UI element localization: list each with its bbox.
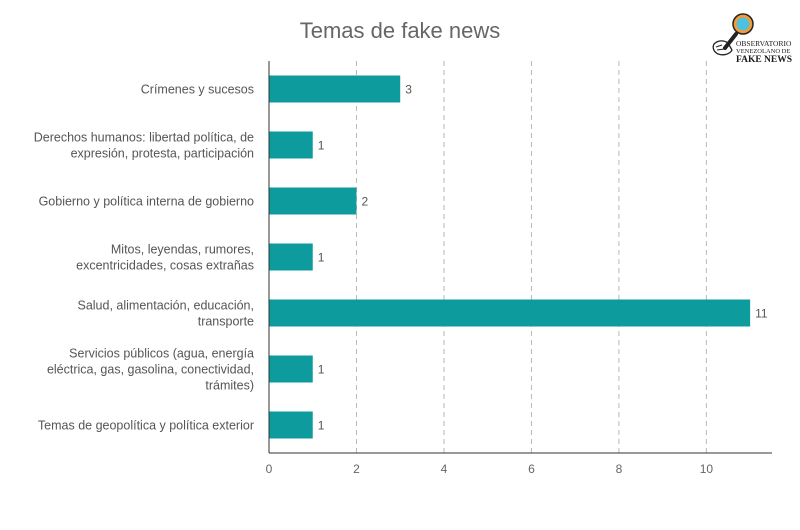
x-tick-label: 2 xyxy=(353,462,360,476)
data-label: 2 xyxy=(361,195,368,209)
category-label: Salud, alimentación, educación, transport… xyxy=(77,299,254,329)
category-label: Derechos humanos: libertad política, de e… xyxy=(34,131,254,161)
logo-line-3: FAKE NEWS xyxy=(736,55,792,65)
observatorio-logo: OBSERVATORIO VENEZOLANO DE FAKE NEWS xyxy=(712,13,792,65)
bar xyxy=(269,355,313,383)
bar xyxy=(269,411,313,439)
x-tick-labels: 0 2 4 6 8 10 xyxy=(266,462,714,476)
data-label: 1 xyxy=(318,139,325,153)
data-label: 1 xyxy=(318,419,325,433)
category-label-line: eléctrica, gas, gasolina, conectividad, xyxy=(47,363,254,377)
bar xyxy=(269,299,751,327)
category-label-line: Mitos, leyendas, rumores, xyxy=(111,243,254,257)
x-tick-label: 4 xyxy=(441,462,448,476)
bar xyxy=(269,187,357,215)
bar xyxy=(269,131,313,159)
category-label-line: Crímenes y sucesos xyxy=(141,83,254,97)
chart-title: Temas de fake news xyxy=(300,18,501,43)
category-label: Temas de geopolítica y política exterior xyxy=(38,419,254,433)
category-label-line: Gobierno y política interna de gobierno xyxy=(39,195,254,209)
category-label-line: transporte xyxy=(198,315,254,329)
category-label-line: trámites) xyxy=(205,379,254,393)
logo-line-2: VENEZOLANO DE xyxy=(736,48,790,55)
axes xyxy=(268,61,772,454)
x-tick-label: 10 xyxy=(700,462,714,476)
data-label: 3 xyxy=(405,83,412,97)
gridlines xyxy=(355,61,707,453)
logo-line-1: OBSERVATORIO xyxy=(736,39,792,48)
category-label-line: expresión, protesta, participación xyxy=(71,147,254,161)
category-label: Servicios públicos (agua, energía eléctri… xyxy=(47,347,254,393)
bar xyxy=(269,243,313,271)
category-label-line: excentricidades, cosas extrañas xyxy=(76,259,254,273)
category-labels: Crímenes y sucesos Derechos humanos: libe… xyxy=(34,83,254,433)
bar xyxy=(269,75,401,103)
category-label-line: Temas de geopolítica y política exterior xyxy=(38,419,254,433)
data-label: 1 xyxy=(318,251,325,265)
hand-icon xyxy=(712,40,733,56)
data-label: 11 xyxy=(755,307,768,321)
x-tick-label: 6 xyxy=(528,462,535,476)
x-tick-label: 8 xyxy=(616,462,623,476)
bars xyxy=(269,75,751,439)
category-label-line: Salud, alimentación, educación, xyxy=(77,299,254,313)
category-label: Mitos, leyendas, rumores, excentricidades… xyxy=(76,243,254,273)
category-label: Gobierno y política interna de gobierno xyxy=(39,195,254,209)
category-label-line: Derechos humanos: libertad política, de xyxy=(34,131,254,145)
x-tick-label: 0 xyxy=(266,462,273,476)
magnifier-icon xyxy=(723,13,754,50)
data-label: 1 xyxy=(318,363,325,377)
category-label-line: Servicios públicos (agua, energía xyxy=(69,347,254,361)
category-label: Crímenes y sucesos xyxy=(141,83,254,97)
